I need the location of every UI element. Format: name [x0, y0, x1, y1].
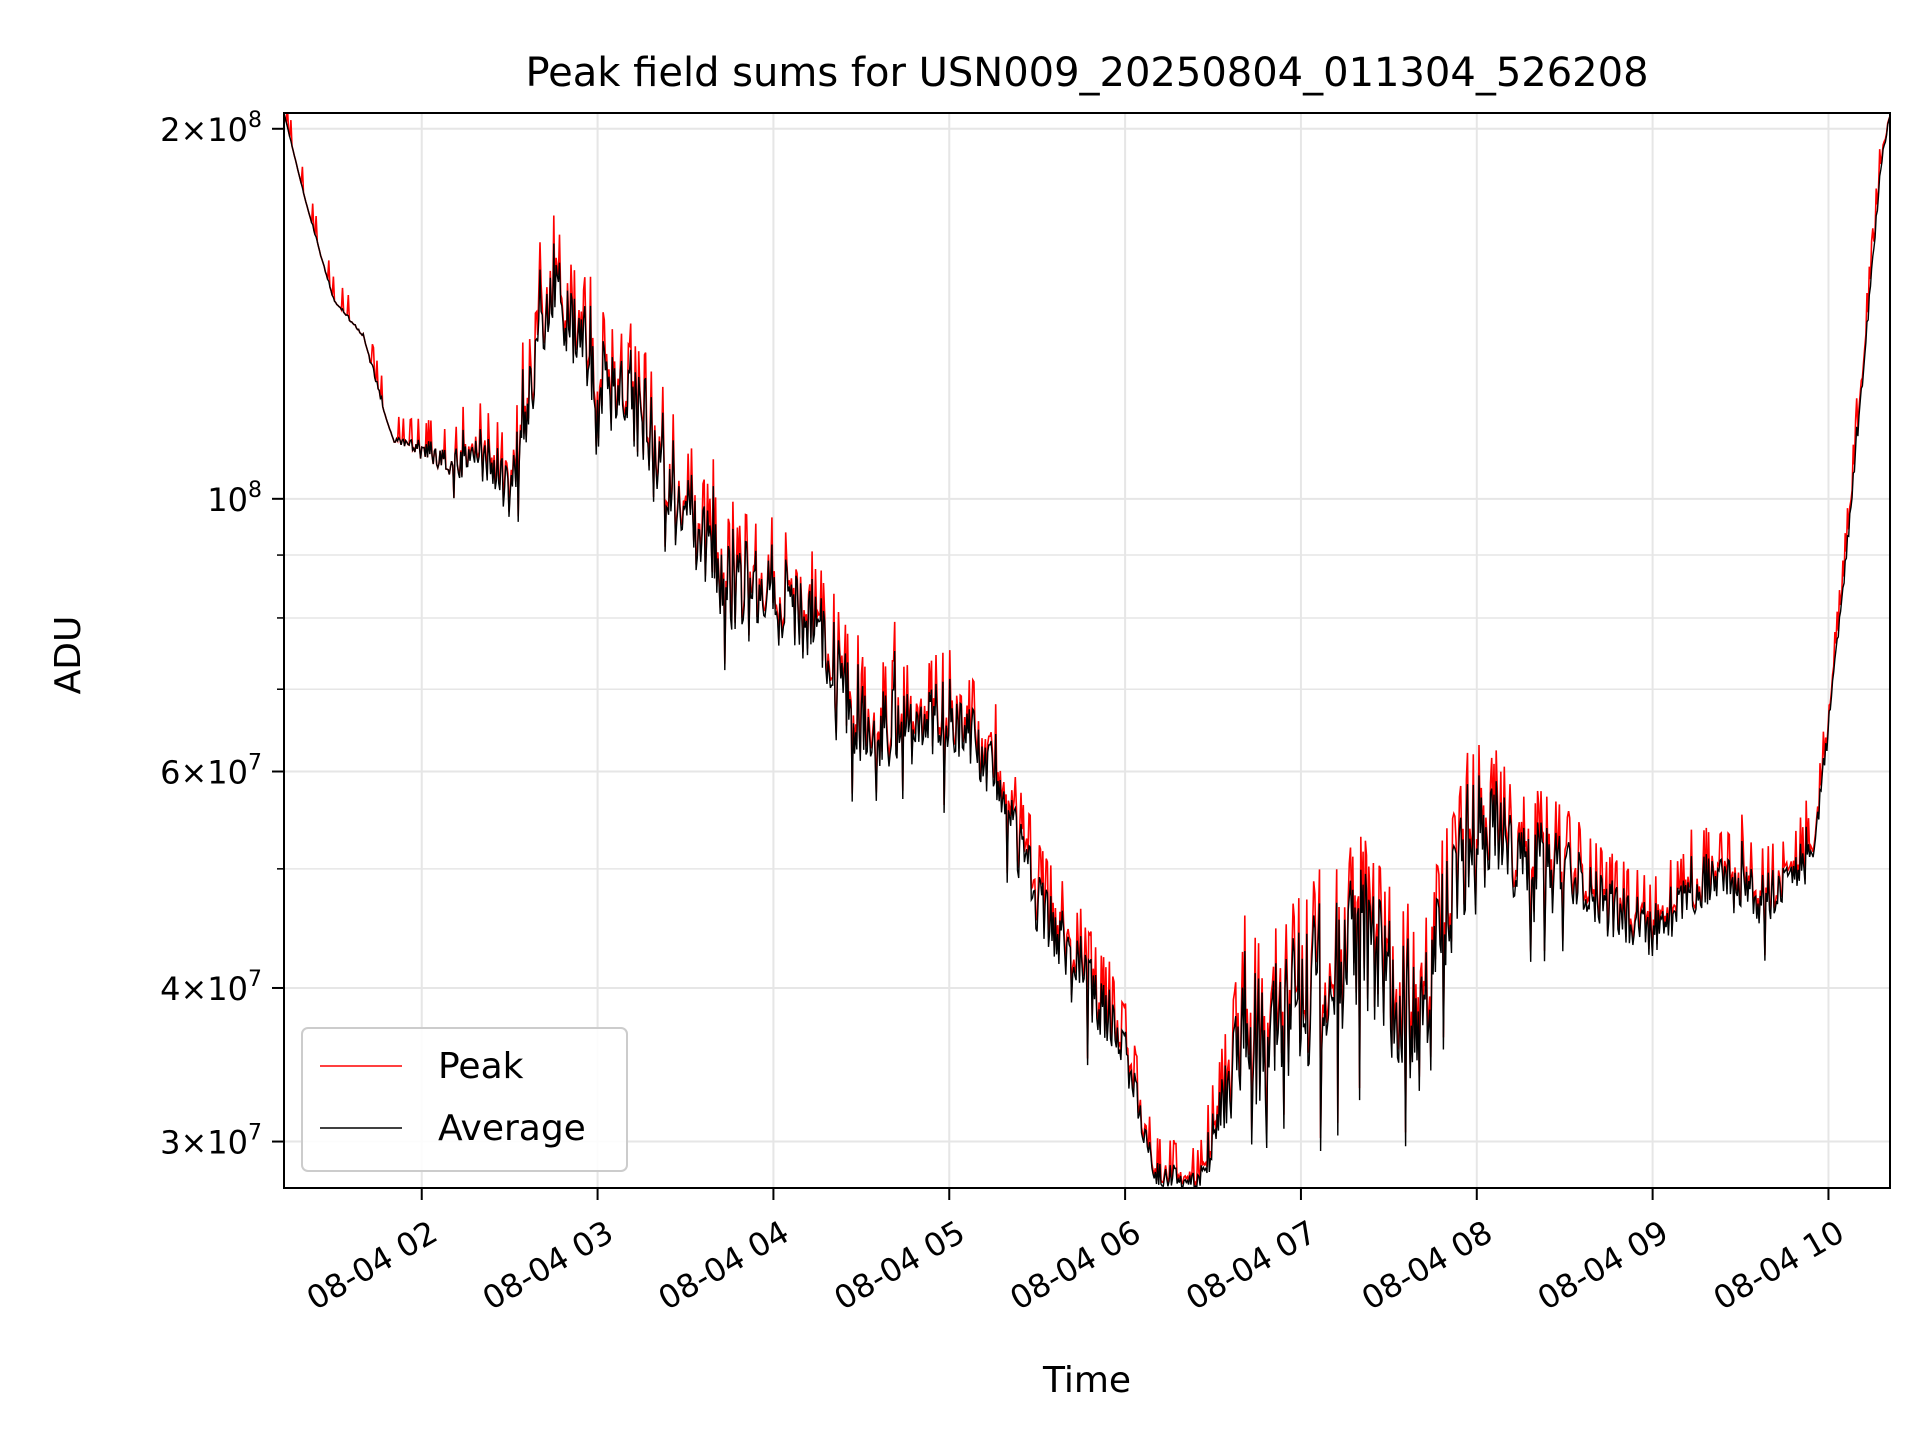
- legend: Peak Average: [301, 1027, 628, 1172]
- y-tick-label: 2×108: [160, 108, 262, 149]
- y-tick-label: 6×107: [160, 751, 262, 792]
- series-lines: [284, 113, 1890, 1188]
- y-tick-label: 4×107: [160, 967, 262, 1008]
- x-tick-label: 08-04 03: [476, 1213, 620, 1318]
- x-tick-label: 08-04 05: [828, 1213, 972, 1318]
- x-tick-label: 08-04 06: [1003, 1213, 1147, 1318]
- legend-label-peak: Peak: [438, 1046, 524, 1087]
- plot-frame: [283, 112, 1891, 1189]
- x-tick-label: 08-04 08: [1355, 1213, 1499, 1318]
- x-tick-label: 08-04 09: [1531, 1213, 1675, 1318]
- y-axis-label: ADU: [48, 616, 89, 695]
- legend-label-average: Average: [438, 1108, 586, 1149]
- x-axis-label: Time: [1042, 1360, 1131, 1401]
- chart-title: Peak field sums for USN009_20250804_0113…: [525, 50, 1648, 96]
- x-tick-label: 08-04 02: [300, 1213, 444, 1318]
- x-tick-label: 08-04 10: [1707, 1213, 1851, 1318]
- y-tick-label: 108: [207, 478, 262, 519]
- series-line-average: [284, 113, 1890, 1188]
- y-tick-label: 3×107: [160, 1121, 262, 1162]
- x-tick-label: 08-04 07: [1179, 1213, 1323, 1318]
- legend-box: [301, 1027, 628, 1172]
- x-tick-label: 08-04 04: [652, 1213, 796, 1318]
